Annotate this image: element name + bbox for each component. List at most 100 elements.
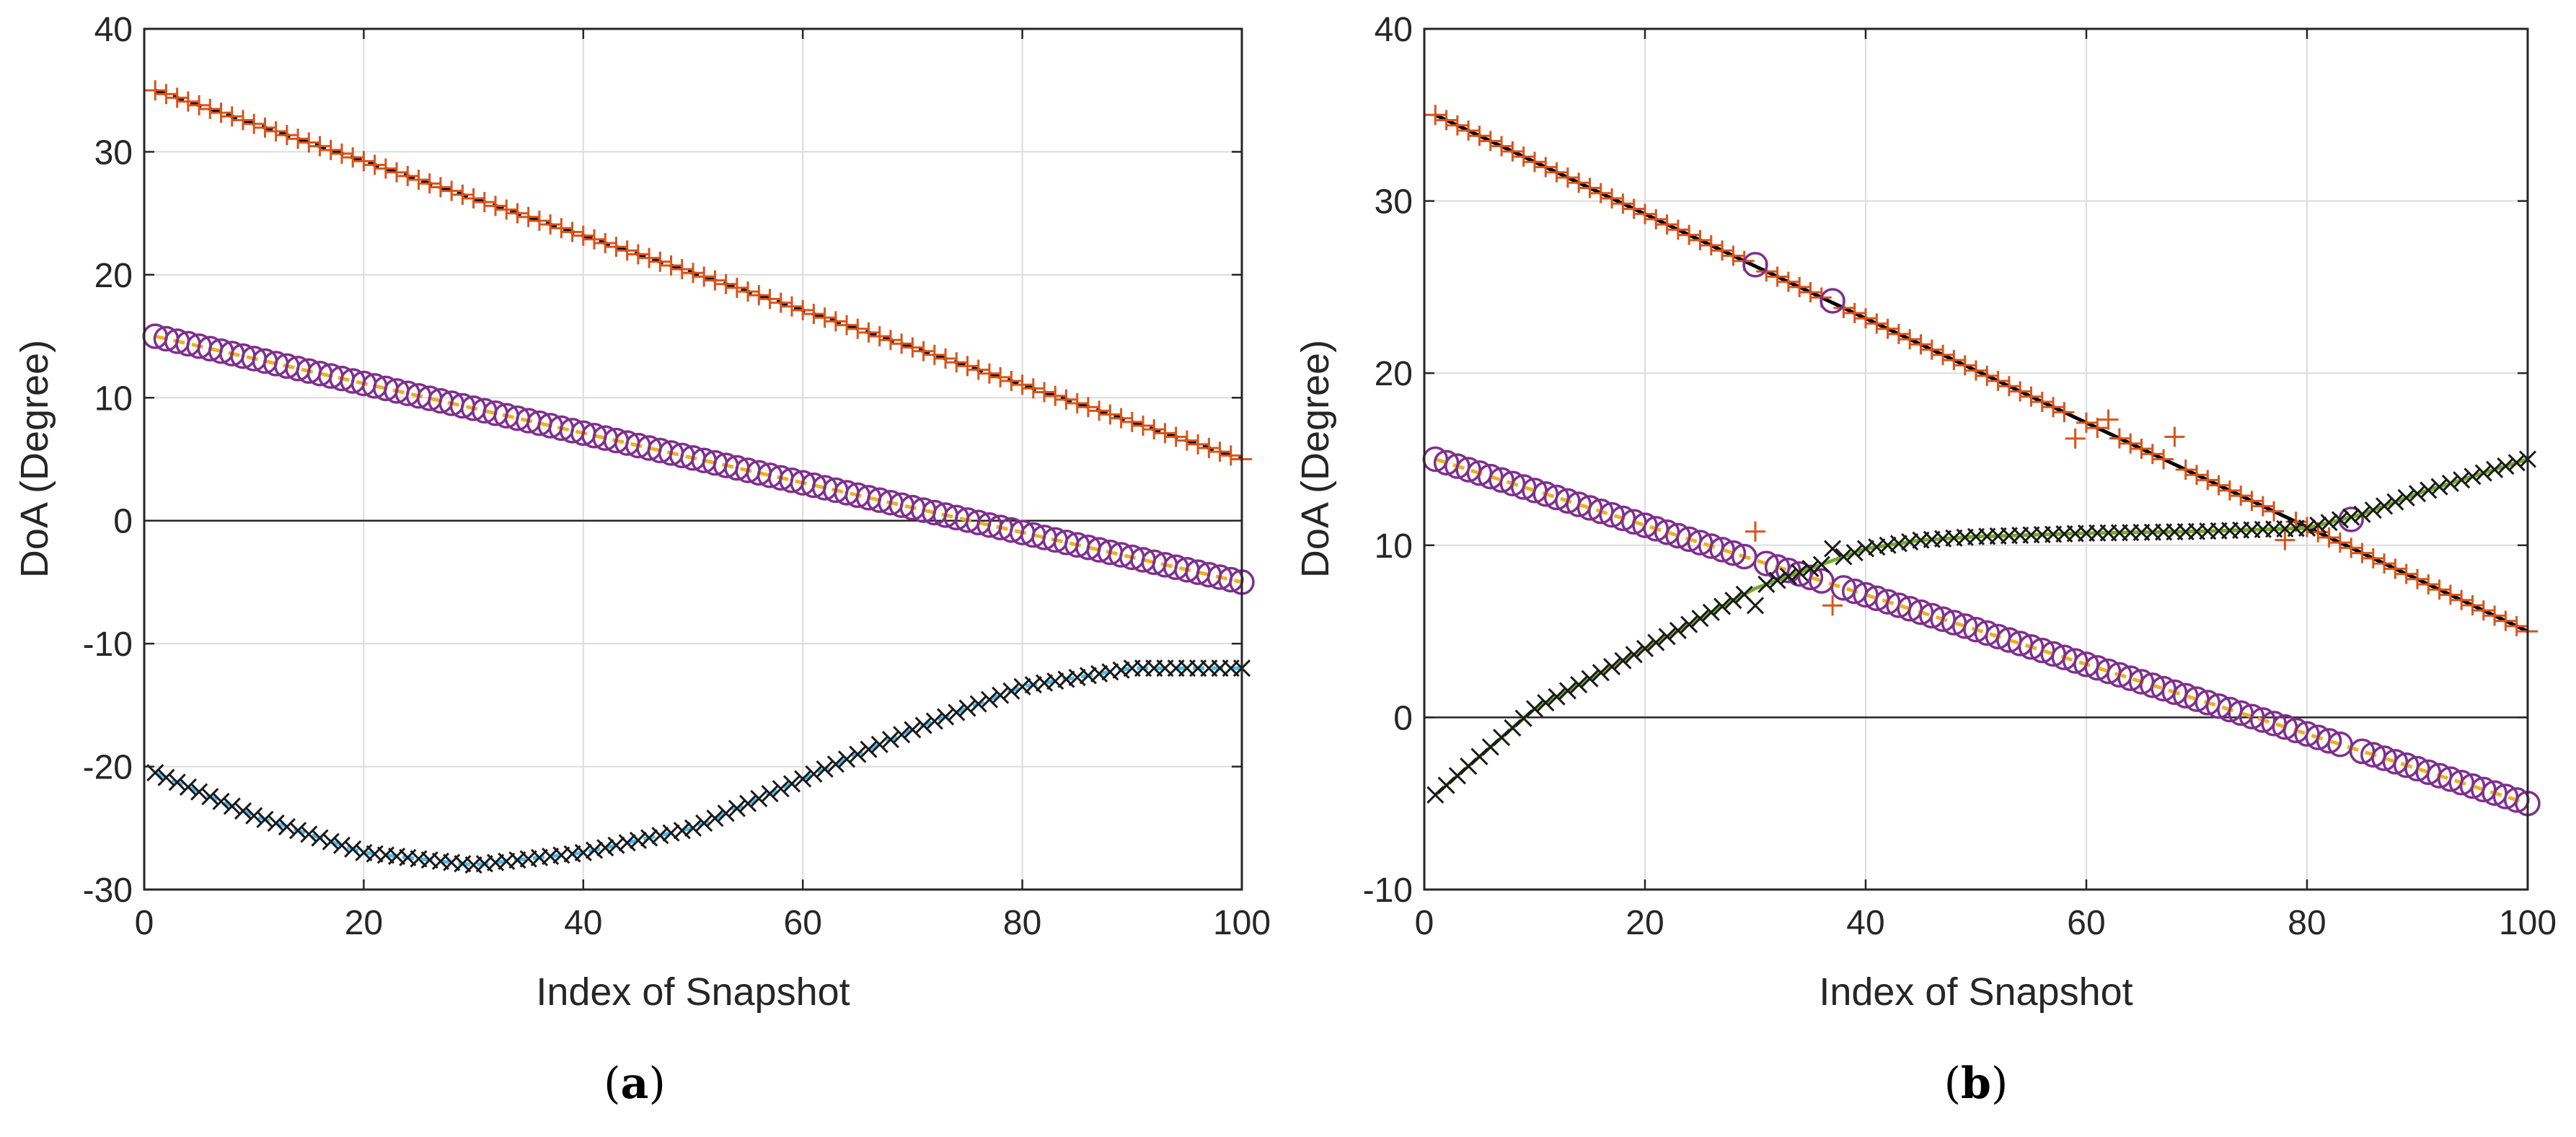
data-point-plus	[1557, 167, 1578, 188]
data-point-cross	[881, 731, 900, 749]
data-point-plus	[1690, 229, 1711, 250]
data-point-cross	[585, 841, 604, 859]
series-line	[154, 334, 1243, 584]
data-point-plus	[2329, 532, 2350, 553]
data-point-plus	[2187, 465, 2207, 486]
data-point-cross	[673, 822, 691, 840]
data-point-plus	[1800, 282, 1821, 303]
data-point-cross	[728, 799, 746, 817]
data-point-plus	[2197, 470, 2218, 491]
data-point-cross	[168, 773, 186, 791]
data-point-plus	[1155, 423, 1175, 444]
data-point-plus	[1602, 188, 1623, 208]
y-tick-label: 30	[94, 133, 133, 172]
data-point-plus	[749, 285, 769, 306]
data-point-cross	[695, 814, 713, 833]
data-point-cross	[772, 780, 790, 798]
data-point-plus	[1546, 162, 1567, 183]
data-point-cross	[739, 794, 757, 812]
data-point-cross	[1746, 597, 1765, 615]
data-point-plus	[1635, 203, 1655, 224]
x-tick-label: 100	[1213, 904, 1271, 942]
data-point-cross	[936, 708, 955, 726]
y-tick-label: 30	[1375, 183, 1413, 221]
data-point-plus	[2429, 579, 2450, 600]
data-point-plus	[145, 80, 166, 101]
data-point-plus	[902, 337, 923, 358]
data-point-plus	[1888, 323, 1909, 344]
data-point-plus	[419, 173, 440, 194]
data-point-plus	[1944, 350, 1964, 371]
data-point-plus	[2451, 589, 2472, 610]
x-tick-label: 40	[564, 904, 602, 942]
data-point-cross	[2309, 517, 2327, 535]
data-point-plus	[2374, 553, 2395, 574]
data-point-cross	[870, 735, 888, 753]
data-point-cross	[1614, 651, 1632, 670]
data-point-plus	[1188, 434, 1209, 455]
data-point-plus	[320, 139, 341, 160]
data-point-cross	[662, 824, 680, 842]
y-tick-label: -20	[83, 749, 133, 787]
data-point-cross	[311, 829, 329, 847]
data-point-plus	[1458, 120, 1479, 141]
data-point-plus	[793, 299, 813, 320]
data-point-plus	[1436, 110, 1457, 131]
data-point-plus	[1001, 371, 1022, 392]
data-point-plus	[770, 292, 791, 313]
data-point-cross	[1548, 688, 1566, 706]
data-point-plus	[1844, 303, 1865, 324]
data-point-cross	[1845, 543, 1863, 562]
data-point-plus	[1933, 344, 1954, 365]
data-point-cross	[706, 809, 724, 827]
data-point-plus	[1910, 334, 1931, 355]
data-point-plus	[705, 270, 725, 291]
data-point-plus	[232, 110, 253, 131]
data-point-plus	[2363, 548, 2383, 568]
data-point-plus	[661, 255, 682, 276]
data-point-cross	[332, 836, 351, 854]
data-point-plus	[244, 113, 265, 134]
data-point-cross	[574, 843, 592, 861]
data-point-cross	[925, 712, 943, 730]
data-point-plus	[595, 232, 616, 253]
data-point-cross	[1812, 556, 1830, 574]
series-true-doa-3	[154, 666, 1242, 867]
series-true-doa-2	[1434, 457, 2528, 806]
data-point-plus	[814, 307, 835, 328]
data-point-cross	[1669, 621, 1687, 639]
data-point-plus	[430, 177, 451, 198]
data-point-plus	[387, 162, 407, 183]
data-point-plus	[1877, 318, 1898, 339]
series-estimated-doa-1	[145, 80, 1252, 470]
x-tick-label: 60	[784, 904, 822, 942]
y-tick-label: 10	[94, 379, 133, 418]
data-point-cross	[157, 768, 175, 786]
data-point-cross	[2441, 474, 2459, 492]
data-point-plus	[1590, 183, 1611, 203]
data-point-cross	[651, 826, 669, 845]
data-point-cross	[267, 814, 285, 833]
data-point-cross	[2497, 457, 2515, 475]
x-axis-label-b: Index of Snapshot	[1819, 970, 2132, 1014]
data-point-plus	[1613, 193, 1633, 214]
data-point-plus	[518, 206, 539, 227]
y-axis-label-b: DoA (Degree)	[1294, 340, 1337, 578]
series-true-doa-2	[154, 334, 1243, 584]
data-point-cross	[761, 785, 779, 803]
data-point-plus	[2153, 449, 2174, 470]
data-point-cross	[1581, 670, 1599, 688]
series-line	[1434, 457, 2528, 806]
data-point-cross	[805, 765, 823, 783]
x-tick-label: 80	[1003, 904, 1041, 942]
data-point-cross	[245, 807, 263, 825]
data-point-cross	[1791, 563, 1809, 581]
data-point-plus	[1121, 411, 1142, 432]
data-point-plus	[990, 366, 1011, 387]
y-tick-label: 0	[1393, 699, 1413, 737]
data-point-plus	[1199, 438, 1219, 459]
data-point-cross	[278, 818, 296, 836]
data-point-cross	[596, 838, 614, 857]
series-b	[1422, 105, 2541, 817]
